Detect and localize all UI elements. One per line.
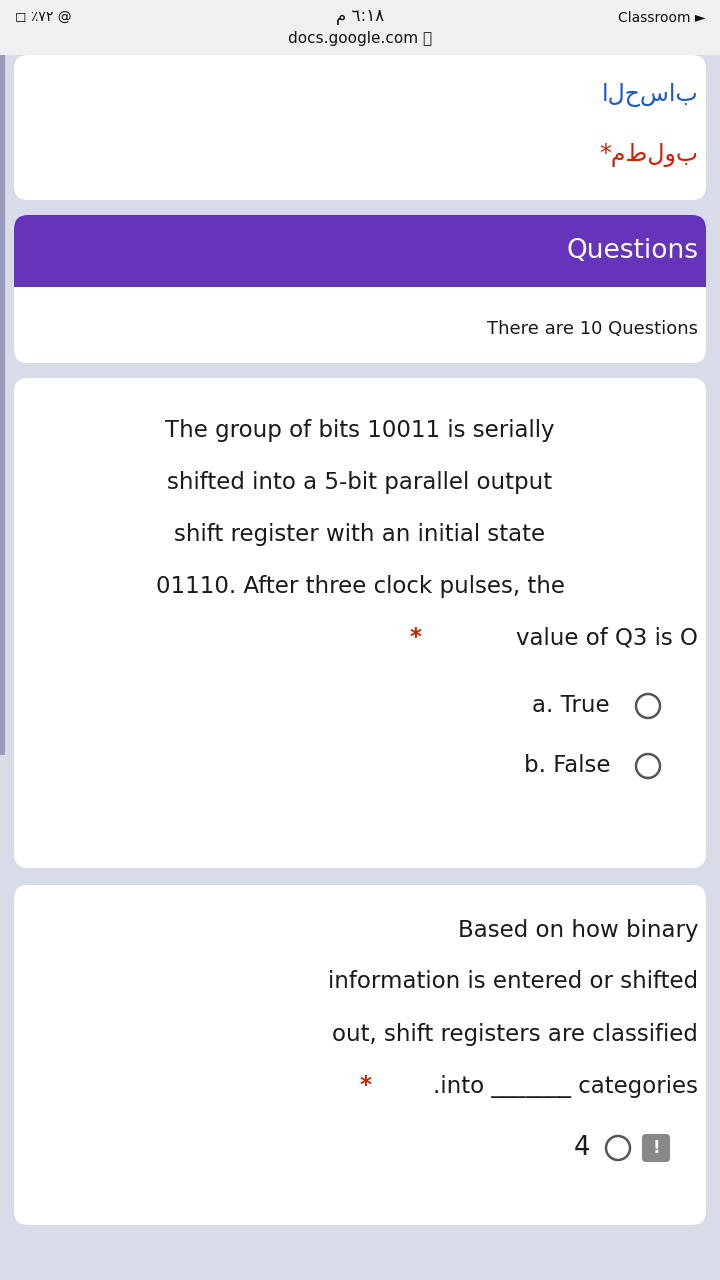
FancyBboxPatch shape (0, 55, 5, 755)
Text: information is entered or shifted: information is entered or shifted (328, 970, 698, 993)
Text: 01110. After three clock pulses, the: 01110. After three clock pulses, the (156, 575, 564, 598)
FancyBboxPatch shape (14, 215, 706, 364)
Text: a. True: a. True (532, 695, 610, 718)
FancyBboxPatch shape (14, 378, 706, 868)
Text: out, shift registers are classified: out, shift registers are classified (332, 1023, 698, 1046)
Text: 4: 4 (574, 1135, 590, 1161)
Text: shift register with an initial state: shift register with an initial state (174, 522, 546, 545)
Text: م ٦:١٨: م ٦:١٨ (336, 6, 384, 26)
Text: There are 10 Questions: There are 10 Questions (487, 320, 698, 338)
Text: b. False: b. False (523, 754, 610, 777)
FancyBboxPatch shape (14, 215, 706, 287)
Text: Based on how binary: Based on how binary (457, 919, 698, 942)
Text: !: ! (652, 1139, 660, 1157)
Text: *: * (410, 626, 430, 649)
FancyBboxPatch shape (14, 268, 706, 287)
Text: The group of bits 10011 is serially: The group of bits 10011 is serially (166, 419, 554, 442)
Text: الحساب: الحساب (601, 83, 698, 108)
Text: .into _______ categories: .into _______ categories (433, 1074, 698, 1097)
Text: Questions: Questions (566, 238, 698, 264)
Text: Classroom ►: Classroom ► (618, 12, 705, 26)
FancyBboxPatch shape (14, 884, 706, 1225)
Text: *: * (360, 1074, 380, 1097)
Text: value of Q3 is O: value of Q3 is O (516, 626, 698, 649)
Text: docs.google.com 🔒: docs.google.com 🔒 (288, 31, 432, 46)
Text: shifted into a 5-bit parallel output: shifted into a 5-bit parallel output (168, 471, 552, 494)
Text: ◻ ٪٧٢ @: ◻ ٪٧٢ @ (15, 12, 71, 26)
FancyBboxPatch shape (14, 55, 706, 200)
FancyBboxPatch shape (0, 0, 720, 55)
FancyBboxPatch shape (642, 1134, 670, 1162)
Text: *مطلوب: *مطلوب (599, 143, 698, 166)
